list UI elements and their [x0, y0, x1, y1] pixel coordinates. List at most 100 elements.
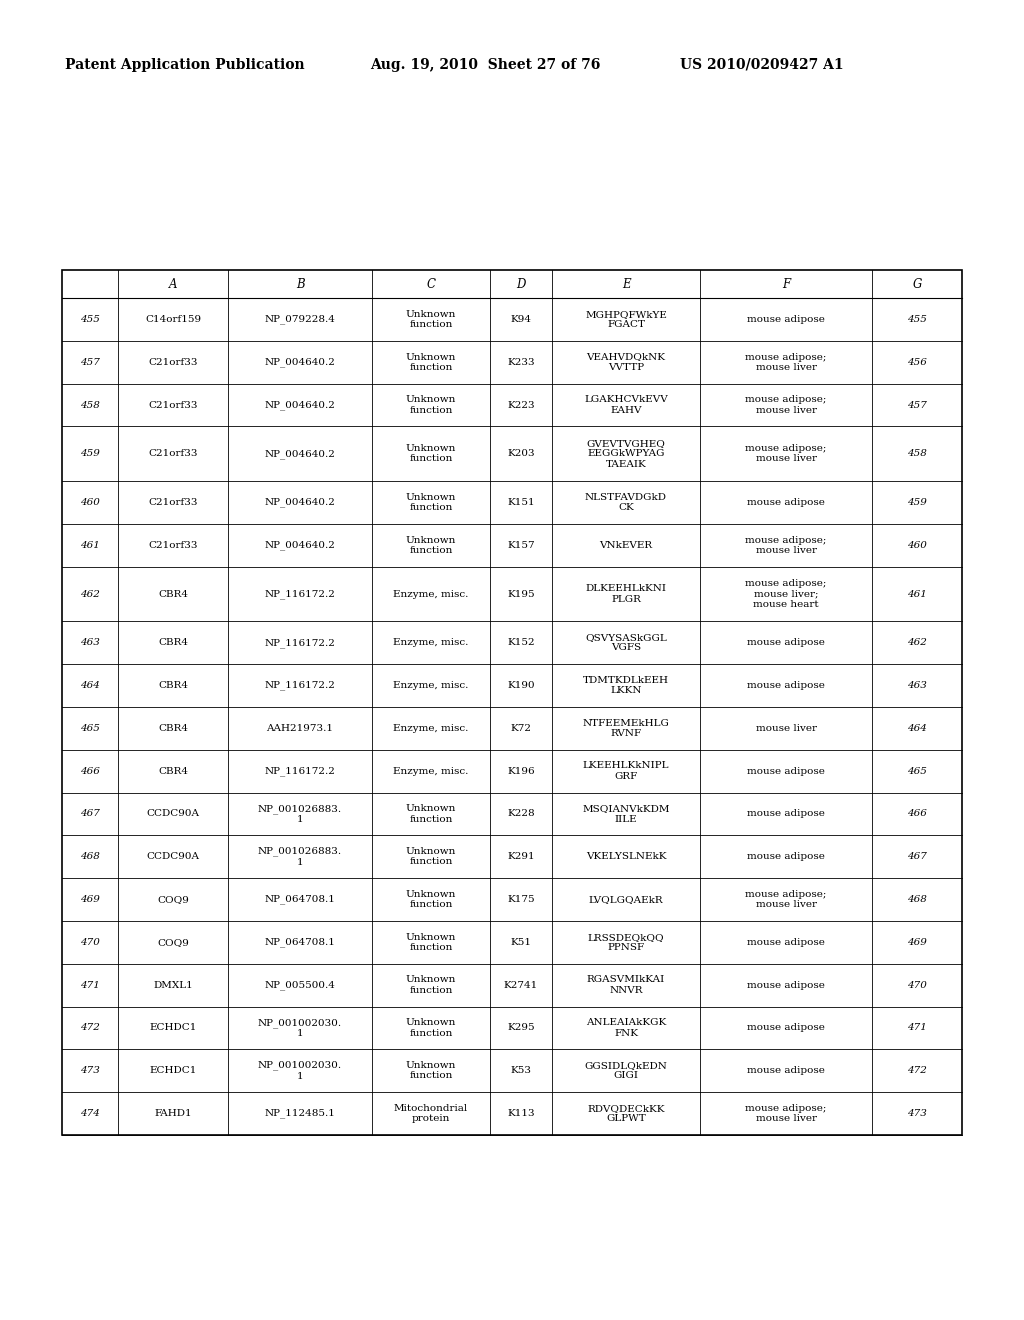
Text: mouse adipose: mouse adipose — [748, 639, 825, 647]
Text: 468: 468 — [80, 853, 100, 861]
Text: NP_064708.1: NP_064708.1 — [264, 895, 336, 904]
Text: mouse adipose: mouse adipose — [748, 767, 825, 776]
Text: K113: K113 — [507, 1109, 535, 1118]
Text: 457: 457 — [907, 400, 927, 409]
Text: F: F — [782, 277, 791, 290]
Text: Enzyme, misc.: Enzyme, misc. — [393, 590, 469, 598]
Text: 473: 473 — [907, 1109, 927, 1118]
Text: NP_005500.4: NP_005500.4 — [264, 981, 336, 990]
Text: VEAHVDQkNK
VVTTP: VEAHVDQkNK VVTTP — [587, 352, 666, 372]
Text: NP_001002030.
1: NP_001002030. 1 — [258, 1061, 342, 1081]
Text: Unknown
function: Unknown function — [406, 804, 456, 824]
Text: 463: 463 — [907, 681, 927, 690]
Text: 467: 467 — [907, 853, 927, 861]
Text: CCDC90A: CCDC90A — [146, 853, 200, 861]
Text: Unknown
function: Unknown function — [406, 444, 456, 463]
Text: 464: 464 — [80, 681, 100, 690]
Text: K291: K291 — [507, 853, 535, 861]
Text: mouse adipose;
mouse liver: mouse adipose; mouse liver — [745, 352, 826, 372]
Text: C21orf33: C21orf33 — [148, 449, 198, 458]
Text: K2741: K2741 — [504, 981, 539, 990]
Text: COQ9: COQ9 — [157, 939, 189, 946]
Text: mouse adipose: mouse adipose — [748, 498, 825, 507]
Text: 470: 470 — [80, 939, 100, 946]
Text: QSVYSASkGGL
VGFS: QSVYSASkGGL VGFS — [585, 634, 667, 652]
Text: 456: 456 — [907, 358, 927, 367]
Text: FAHD1: FAHD1 — [155, 1109, 191, 1118]
Text: CBR4: CBR4 — [158, 681, 188, 690]
Text: Enzyme, misc.: Enzyme, misc. — [393, 767, 469, 776]
Text: 473: 473 — [80, 1067, 100, 1076]
Text: DMXL1: DMXL1 — [154, 981, 193, 990]
Text: mouse adipose;
mouse liver: mouse adipose; mouse liver — [745, 890, 826, 909]
Text: Unknown
function: Unknown function — [406, 847, 456, 866]
Text: mouse adipose: mouse adipose — [748, 681, 825, 690]
Text: 472: 472 — [80, 1023, 100, 1032]
Text: TDMTKDLkEEH
LKKN: TDMTKDLkEEH LKKN — [583, 676, 669, 696]
Text: K175: K175 — [507, 895, 535, 904]
Text: 471: 471 — [80, 981, 100, 990]
Text: C21orf33: C21orf33 — [148, 400, 198, 409]
Text: 474: 474 — [80, 1109, 100, 1118]
Text: mouse adipose: mouse adipose — [748, 315, 825, 323]
Text: Mitochondrial
protein: Mitochondrial protein — [394, 1104, 468, 1123]
Text: Unknown
function: Unknown function — [406, 1061, 456, 1081]
Text: NP_004640.2: NP_004640.2 — [264, 400, 336, 409]
Text: C21orf33: C21orf33 — [148, 541, 198, 550]
Text: mouse adipose: mouse adipose — [748, 1023, 825, 1032]
Text: NP_004640.2: NP_004640.2 — [264, 358, 336, 367]
Text: D: D — [516, 277, 525, 290]
Text: 466: 466 — [80, 767, 100, 776]
Text: 468: 468 — [907, 895, 927, 904]
Text: 457: 457 — [80, 358, 100, 367]
Text: 460: 460 — [80, 498, 100, 507]
Text: mouse adipose: mouse adipose — [748, 939, 825, 946]
Text: NP_001026883.
1: NP_001026883. 1 — [258, 846, 342, 867]
Text: NP_064708.1: NP_064708.1 — [264, 937, 336, 948]
Text: K53: K53 — [511, 1067, 531, 1076]
Text: mouse adipose: mouse adipose — [748, 809, 825, 818]
Text: LRSSDEQkQQ
PPNSF: LRSSDEQkQQ PPNSF — [588, 933, 665, 952]
Text: 458: 458 — [80, 400, 100, 409]
Text: CCDC90A: CCDC90A — [146, 809, 200, 818]
Text: CBR4: CBR4 — [158, 590, 188, 598]
Text: C14orf159: C14orf159 — [145, 315, 201, 323]
Text: 466: 466 — [907, 809, 927, 818]
Text: B: B — [296, 277, 304, 290]
Text: mouse adipose;
mouse liver: mouse adipose; mouse liver — [745, 1104, 826, 1123]
Text: GGSIDLQkEDN
GIGI: GGSIDLQkEDN GIGI — [585, 1061, 668, 1081]
Text: 459: 459 — [907, 498, 927, 507]
Text: CBR4: CBR4 — [158, 723, 188, 733]
Text: NP_116172.2: NP_116172.2 — [264, 681, 336, 690]
Text: 465: 465 — [907, 767, 927, 776]
Text: 462: 462 — [80, 590, 100, 598]
Text: 469: 469 — [907, 939, 927, 946]
Text: NP_116172.2: NP_116172.2 — [264, 638, 336, 648]
Text: K196: K196 — [507, 767, 535, 776]
Text: Unknown
function: Unknown function — [406, 933, 456, 952]
Text: K157: K157 — [507, 541, 535, 550]
Text: A: A — [169, 277, 177, 290]
Text: Unknown
function: Unknown function — [406, 1018, 456, 1038]
Text: ANLEAIAkKGK
FNK: ANLEAIAkKGK FNK — [586, 1018, 667, 1038]
Text: 461: 461 — [80, 541, 100, 550]
Text: K195: K195 — [507, 590, 535, 598]
Text: MSQIANVkKDM
IILE: MSQIANVkKDM IILE — [583, 804, 670, 824]
Text: Unknown
function: Unknown function — [406, 492, 456, 512]
Text: Unknown
function: Unknown function — [406, 536, 456, 554]
Text: RDVQDECkKK
GLPWT: RDVQDECkKK GLPWT — [587, 1104, 665, 1123]
Text: COQ9: COQ9 — [157, 895, 189, 904]
Text: 462: 462 — [907, 639, 927, 647]
Text: mouse adipose;
mouse liver: mouse adipose; mouse liver — [745, 395, 826, 414]
Text: RGASVMIkKAI
NNVR: RGASVMIkKAI NNVR — [587, 975, 666, 995]
Text: 461: 461 — [907, 590, 927, 598]
Text: Unknown
function: Unknown function — [406, 890, 456, 909]
Text: LKEEHLKkNIPL
GRF: LKEEHLKkNIPL GRF — [583, 762, 670, 781]
Text: K94: K94 — [511, 315, 531, 323]
Text: Enzyme, misc.: Enzyme, misc. — [393, 681, 469, 690]
Text: NP_004640.2: NP_004640.2 — [264, 540, 336, 550]
Text: NP_079228.4: NP_079228.4 — [264, 314, 336, 325]
Text: 471: 471 — [907, 1023, 927, 1032]
Text: ECHDC1: ECHDC1 — [150, 1023, 197, 1032]
Text: Enzyme, misc.: Enzyme, misc. — [393, 723, 469, 733]
